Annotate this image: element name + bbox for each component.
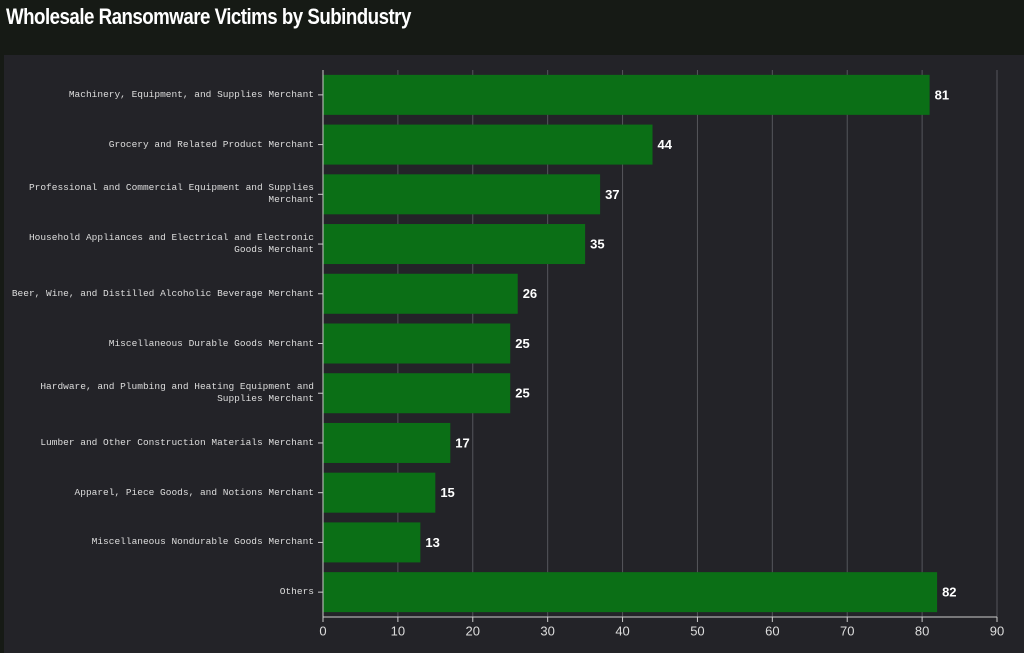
x-tick-label: 40	[615, 623, 629, 638]
bar	[323, 472, 436, 513]
x-tick-label: 30	[540, 623, 554, 638]
bar	[323, 572, 938, 613]
bar	[323, 422, 451, 463]
value-label: 13	[425, 535, 439, 550]
value-label: 15	[440, 485, 454, 500]
x-tick-label: 60	[765, 623, 779, 638]
value-label: 37	[605, 187, 619, 202]
bar	[323, 124, 653, 165]
bar	[323, 323, 511, 364]
y-tick-label: Household Appliances and Electrical and …	[28, 232, 314, 256]
bar	[323, 522, 421, 563]
x-tick-label: 0	[319, 623, 326, 638]
y-tick-label: Apparel, Piece Goods, and Notions Mercha…	[74, 486, 314, 498]
y-tick-label: Machinery, Equipment, and Supplies Merch…	[68, 88, 314, 100]
chart-title: Wholesale Ransomware Victims by Subindus…	[6, 4, 411, 29]
value-label: 35	[590, 236, 604, 251]
y-tick-label: Miscellaneous Durable Goods Merchant	[108, 337, 314, 349]
y-tick-label: Others	[279, 586, 314, 598]
bar	[323, 273, 518, 314]
x-tick-label: 20	[466, 623, 480, 638]
x-tick-label: 10	[391, 623, 405, 638]
y-tick-label: Professional and Commercial Equipment an…	[28, 182, 314, 206]
y-tick-label: Grocery and Related Product Merchant	[108, 138, 314, 150]
value-label: 44	[658, 137, 673, 152]
value-label: 26	[523, 286, 537, 301]
value-label: 81	[935, 87, 949, 102]
value-label: 25	[515, 386, 529, 401]
y-tick-label: Beer, Wine, and Distilled Alcoholic Beve…	[11, 287, 314, 299]
x-tick-label: 90	[990, 623, 1004, 638]
y-tick-label: Miscellaneous Nondurable Goods Merchant	[91, 536, 314, 548]
bar	[323, 74, 930, 115]
bar	[323, 174, 601, 215]
bar	[323, 224, 586, 265]
value-label: 25	[515, 336, 529, 351]
value-label: 17	[455, 435, 469, 450]
x-tick-label: 70	[840, 623, 854, 638]
value-label: 82	[942, 585, 956, 600]
x-tick-label: 80	[915, 623, 929, 638]
y-tick-label: Hardware, and Plumbing and Heating Equip…	[40, 381, 314, 405]
bar	[323, 373, 511, 414]
y-tick-label: Lumber and Other Construction Materials …	[40, 436, 314, 448]
x-tick-label: 50	[690, 623, 704, 638]
